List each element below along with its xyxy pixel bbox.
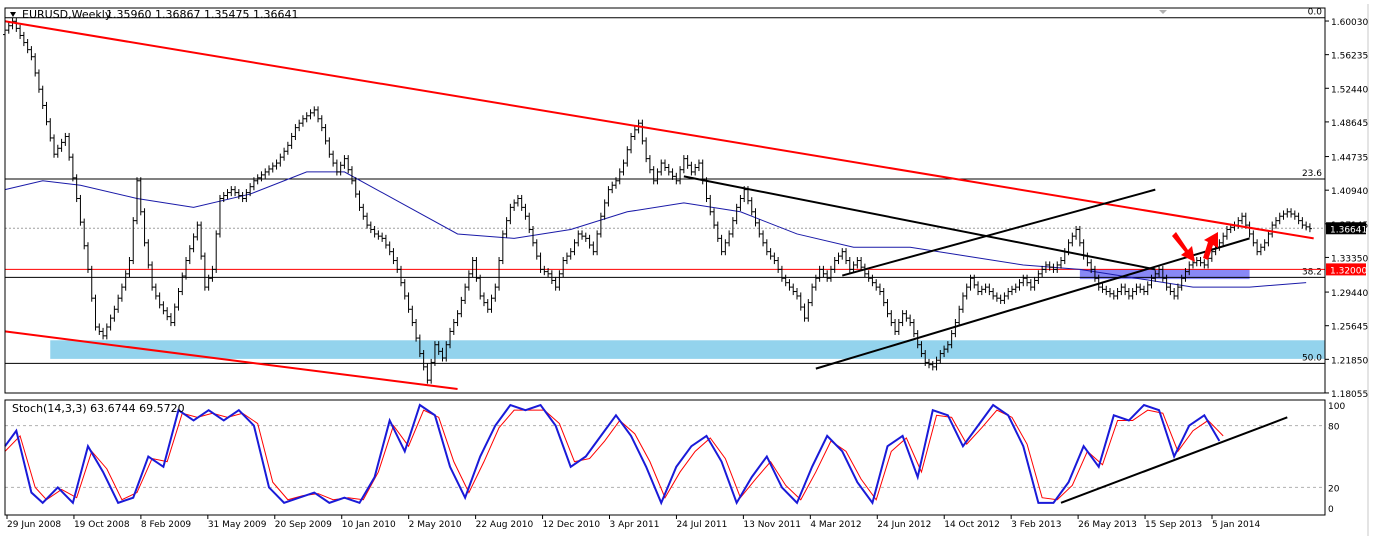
fib-level-label: 23.6	[1302, 169, 1322, 179]
ohlc-label: 1.35960 1.36867 1.35475 1.36641	[106, 8, 298, 21]
date-tick-label: 13 Nov 2011	[743, 520, 801, 530]
date-tick-label: 4 Mar 2012	[810, 520, 861, 530]
price-tick-label: 1.21850	[1331, 356, 1368, 366]
red-down-arrow	[1172, 232, 1195, 262]
collapse-triangle-icon[interactable]	[10, 12, 16, 17]
price-tick-label: 1.56235	[1331, 52, 1368, 62]
stochastic-signal-line	[4, 409, 1224, 501]
fib-level-label: 0.0	[1308, 8, 1323, 18]
date-tick-label: 10 Jan 2010	[342, 520, 396, 530]
zone-0	[50, 340, 1326, 359]
current-price-box	[1326, 222, 1366, 235]
date-tick-label: 8 Feb 2009	[141, 520, 192, 530]
date-tick-label: 31 May 2009	[208, 520, 267, 530]
trendline[interactable]	[683, 175, 1156, 271]
price-tick-label: 1.52440	[1331, 85, 1368, 95]
fib-level-label: 50.0	[1302, 353, 1322, 363]
stochastic-pane	[4, 403, 1325, 506]
price-frame	[4, 7, 1326, 394]
date-tick-label: 20 Sep 2009	[275, 520, 332, 530]
trendline[interactable]	[815, 237, 1250, 370]
trendline[interactable]	[841, 188, 1156, 277]
date-tick-label: 5 Jan 2014	[1212, 520, 1260, 530]
price-tick-label: 1.25645	[1331, 323, 1368, 333]
stochastic-tick-label: 80	[1328, 423, 1340, 433]
price-tick-label: 1.40940	[1331, 187, 1368, 197]
price-tick-label: 1.18055	[1331, 390, 1368, 400]
date-tick-label: 24 Jun 2012	[877, 520, 931, 530]
trendline[interactable]	[4, 20, 1314, 240]
price-tick-label: 1.60030	[1331, 18, 1368, 28]
price-tick-label: 1.33350	[1331, 254, 1368, 264]
price-pane: 0.0 23.6 38.2 50.0	[3, 8, 1326, 391]
date-tick-label: 15 Sep 2013	[1145, 520, 1202, 530]
marked-level-box	[1326, 263, 1366, 276]
date-tick-label: 14 Oct 2012	[944, 520, 1000, 530]
stochastic-label: Stoch(14,3,3) 63.6744 69.5720	[12, 402, 185, 415]
date-tick-label: 24 Jul 2011	[676, 520, 727, 530]
moving-average-line	[4, 171, 1307, 288]
marked-level-label: 1.32000	[1330, 266, 1367, 276]
zone-1	[1079, 269, 1250, 280]
date-tick-label: 29 Jun 2008	[7, 520, 61, 530]
symbol-label: EURUSD,Weekly	[22, 8, 112, 21]
stochastic-tick-label: 100	[1328, 402, 1345, 412]
date-tick-label: 3 Feb 2013	[1011, 520, 1061, 530]
current-price-label: 1.36641	[1330, 225, 1367, 235]
price-tick-label: 1.48645	[1331, 119, 1368, 129]
date-tick-label: 19 Oct 2008	[74, 520, 130, 530]
stochastic-frame	[4, 399, 1326, 516]
axes: 1.60030 1.56235 1.52440 1.48645 1.44735 1.409…	[4, 4, 1369, 536]
stochastic-tick-label: 0	[1328, 505, 1334, 515]
stochastic-tick-label: 20	[1328, 484, 1340, 494]
stochastic-trendline[interactable]	[1060, 416, 1288, 504]
date-tick-label: 26 May 2013	[1078, 520, 1137, 530]
date-tick-label: 3 Apr 2011	[610, 520, 660, 530]
date-tick-label: 2 May 2010	[409, 520, 462, 530]
date-tick-label: 12 Dec 2010	[543, 520, 601, 530]
trendline[interactable]	[4, 330, 458, 391]
price-tick-label: 1.44735	[1331, 154, 1368, 164]
stochastic-main-line	[4, 403, 1221, 506]
date-tick-label: 22 Aug 2010	[476, 520, 534, 530]
red-up-arrow	[1203, 232, 1218, 260]
price-tick-label: 1.29440	[1331, 289, 1368, 299]
scroll-marker-icon[interactable]	[1159, 10, 1167, 14]
fib-level-label: 38.2	[1302, 267, 1322, 277]
